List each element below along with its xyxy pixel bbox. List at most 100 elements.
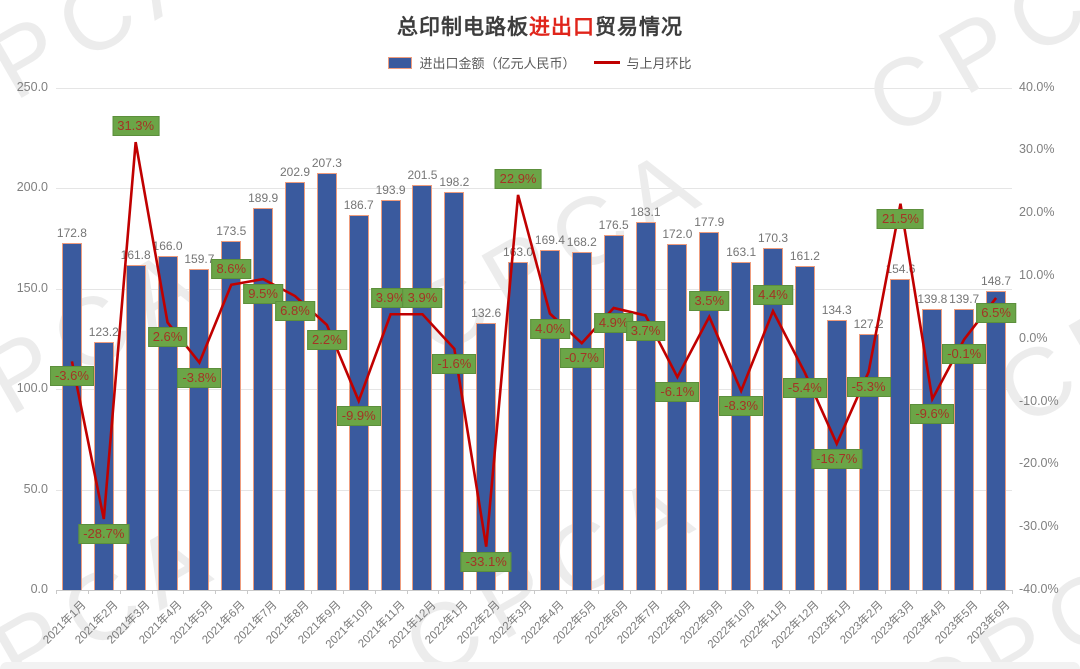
bar (444, 191, 465, 590)
right-axis-tick-label: 0.0% (1019, 330, 1048, 345)
bar (316, 173, 337, 590)
mom-change-label: 2.6% (147, 327, 188, 348)
right-axis-tick-label: -20.0% (1019, 456, 1059, 471)
x-axis-tick (310, 590, 312, 594)
bar (476, 323, 497, 590)
x-axis-tick (980, 590, 982, 594)
bar-value-label: 193.9 (375, 183, 406, 198)
bar (539, 249, 560, 590)
left-axis-tick-label: 200.0 (16, 180, 48, 194)
bar (571, 251, 592, 590)
right-axis-tick-label: 40.0% (1019, 79, 1055, 94)
chart-title-prefix: 总印制电路板 (397, 16, 529, 39)
bar (348, 214, 369, 590)
mom-change-label: 8.6% (211, 258, 252, 279)
legend-line-swatch (593, 61, 620, 64)
legend: 进出口金额（亿元人民币） 与上月环比 (0, 53, 1080, 72)
x-axis-tick (757, 590, 759, 594)
bar (986, 291, 1007, 590)
bar-value-label: 183.1 (630, 204, 661, 219)
chart-title-suffix: 贸易情况 (595, 16, 683, 39)
x-axis-tick (470, 590, 472, 594)
bar (189, 269, 210, 590)
x-axis-tick (56, 590, 57, 594)
x-axis-tick (374, 590, 376, 594)
bar-value-label: 177.9 (694, 215, 725, 230)
left-axis-tick-label: 0.0 (30, 582, 48, 596)
mom-change-label: -0.1% (942, 344, 987, 365)
bar-value-label: 172.8 (56, 225, 87, 240)
mom-change-label: 6.8% (275, 301, 315, 322)
bar-value-label: 189.9 (248, 191, 279, 206)
right-axis-tick-label: 20.0% (1019, 205, 1055, 220)
mom-change-label: -9.9% (336, 405, 381, 426)
mom-change-label: -1.6% (432, 353, 477, 374)
x-axis-tick (247, 590, 249, 594)
mom-change-label: 21.5% (877, 208, 924, 229)
bar (890, 279, 911, 590)
x-axis-tick (820, 590, 822, 594)
x-axis-tick (502, 590, 504, 594)
mom-change-label: -16.7% (811, 448, 863, 469)
x-axis-tick (788, 590, 790, 594)
x-axis-tick (629, 590, 631, 594)
chart-title: 总印制电路板进出口贸易情况 (0, 11, 1080, 41)
right-axis-tick-label: 10.0% (1019, 267, 1055, 282)
mom-change-label: 3.9% (402, 288, 443, 309)
mom-change-label: 4.4% (753, 285, 793, 306)
x-axis-tick (183, 590, 185, 594)
x-axis-tick (852, 590, 854, 594)
legend-amount-label: 进出口金额（亿元人民币） (419, 56, 576, 71)
x-axis-tick (119, 590, 121, 594)
x-axis-tick (342, 590, 344, 594)
mom-change-label: 3.5% (689, 290, 730, 311)
right-axis-tick-label: -10.0% (1019, 393, 1059, 408)
mom-change-label: 31.3% (112, 116, 160, 137)
chart-title-highlight: 进出口 (529, 16, 595, 39)
bar (285, 182, 305, 590)
bar (508, 262, 529, 590)
x-axis-tick (565, 590, 567, 594)
right-axis-tick-label: -40.0% (1019, 582, 1059, 596)
bar-value-label: 161.2 (789, 248, 820, 263)
bar-value-label: 163.1 (726, 245, 757, 260)
bar (635, 221, 656, 590)
mom-change-label: 2.2% (307, 329, 347, 350)
bottom-edge (0, 662, 1080, 669)
x-axis-tick (151, 590, 153, 594)
left-axis-tick-label: 250.0 (16, 79, 48, 94)
bar (667, 244, 688, 590)
mom-change-label: 22.9% (494, 168, 542, 189)
x-axis-tick (948, 590, 950, 594)
x-axis-tick (438, 590, 440, 594)
bar-value-label: 186.7 (343, 197, 374, 212)
bar-value-label: 198.2 (439, 174, 470, 189)
mom-change-label: 3.7% (625, 320, 666, 341)
mom-change-label: -3.6% (49, 366, 94, 387)
x-axis-tick (1012, 590, 1013, 594)
bar (731, 262, 752, 590)
right-axis-tick-label: 30.0% (1019, 142, 1055, 157)
x-axis-tick (406, 590, 408, 594)
bar-value-label: 173.5 (216, 224, 247, 239)
legend-mom-label: 与上月环比 (626, 56, 692, 71)
x-axis-tick (597, 590, 599, 594)
x-axis-tick (916, 590, 918, 594)
mom-change-label: -8.3% (719, 395, 764, 416)
bar (603, 235, 624, 590)
mom-change-label: -28.7% (78, 524, 130, 545)
legend-bar-swatch (388, 56, 413, 69)
bar-value-label: 148.7 (981, 274, 1012, 289)
bar-value-label: 132.6 (471, 306, 502, 321)
right-axis-tick-label: -30.0% (1019, 519, 1059, 534)
mom-change-label: -5.4% (782, 377, 827, 398)
x-axis-tick (534, 590, 535, 594)
bar-value-label: 207.3 (311, 156, 342, 171)
bar (93, 342, 114, 590)
mom-change-label: 4.0% (530, 318, 570, 339)
x-axis-tick (87, 590, 89, 594)
mom-change-label: -0.7% (559, 348, 604, 369)
x-axis-tick (693, 590, 695, 594)
mom-change-label: -3.8% (177, 367, 222, 388)
mom-change-label: -6.1% (655, 382, 700, 403)
